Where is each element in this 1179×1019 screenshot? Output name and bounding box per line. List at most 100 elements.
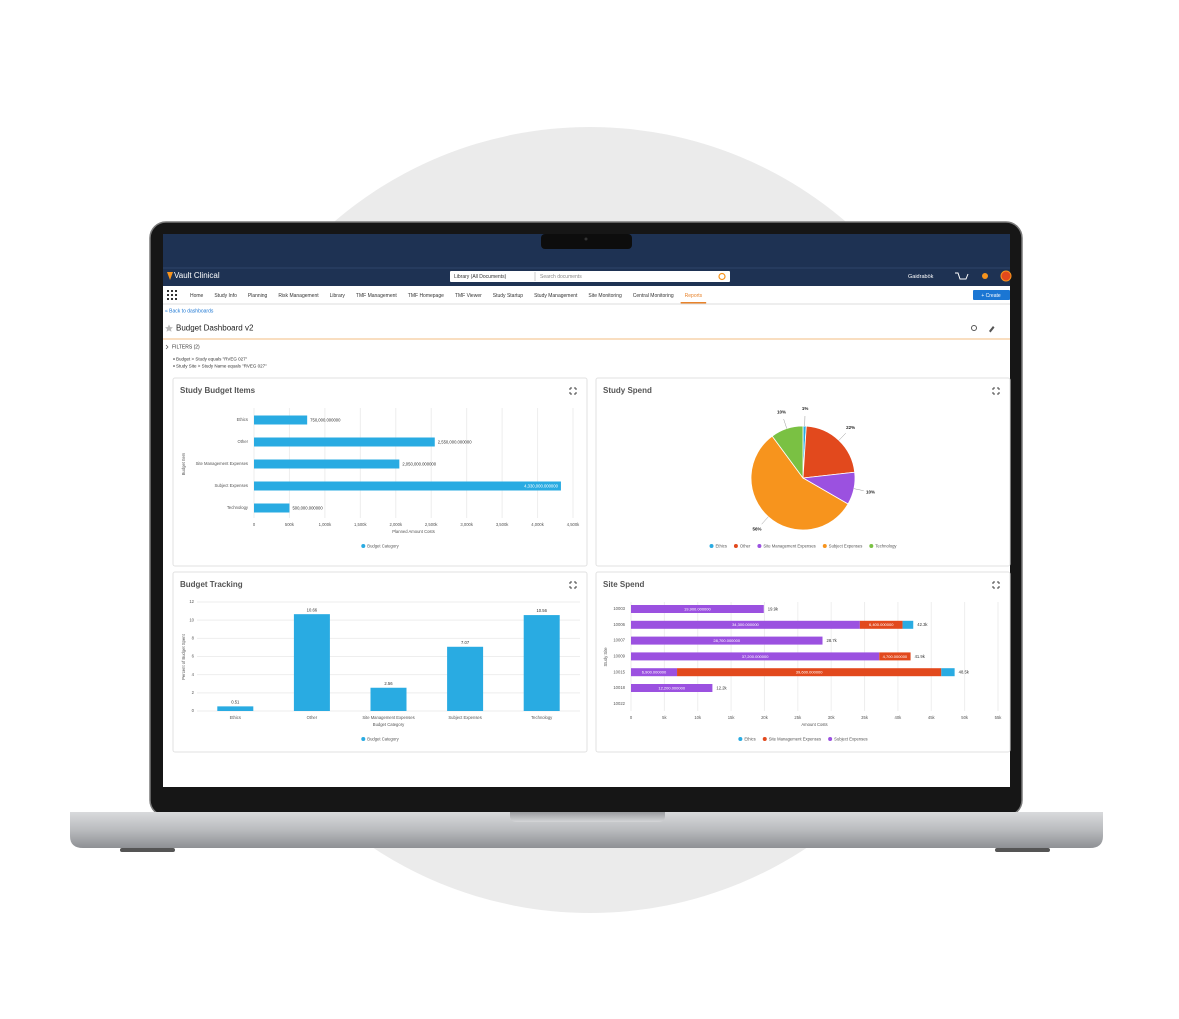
app-launcher[interactable] — [167, 290, 177, 300]
nav-item[interactable]: Planning — [248, 293, 268, 299]
filters-label[interactable]: FILTERS (2) — [172, 344, 200, 350]
nav-item[interactable]: Central Monitoring — [633, 293, 674, 299]
expand-icon[interactable] — [569, 581, 577, 589]
search-box[interactable] — [450, 271, 730, 282]
x-tick-label: 50k — [961, 715, 969, 720]
nav-item[interactable]: Study Startup — [493, 293, 524, 299]
dashboard-title: Budget Dashboard v2 — [176, 324, 254, 333]
refresh-icon[interactable] — [971, 325, 977, 331]
legend-label: Site Management Expenses — [769, 736, 821, 741]
search-icon[interactable] — [718, 272, 726, 281]
bar-segment — [631, 668, 678, 677]
total-label: 12.2k — [716, 685, 727, 690]
total-label: 42.3k — [917, 622, 928, 627]
avatar[interactable] — [1000, 270, 1012, 282]
nav-item[interactable]: Study Info — [214, 293, 237, 299]
bar — [254, 437, 435, 447]
filter: Budget > Study equals "RVEG 027" — [176, 357, 248, 362]
x-tick-label: 4,000k — [531, 522, 544, 527]
nav-item[interactable]: Risk Management — [278, 293, 319, 299]
bar — [254, 481, 561, 491]
filter-bullet — [173, 365, 175, 367]
x-tick-label: 1,000k — [319, 522, 332, 527]
value-label: 0.51 — [231, 699, 240, 704]
nav-item[interactable]: Library — [330, 293, 346, 299]
y-tick-label: 10015 — [613, 669, 625, 674]
bar — [293, 614, 330, 711]
value-label: 6,900.000000 — [642, 670, 667, 675]
bar-segment — [859, 620, 903, 629]
cart-icon[interactable] — [955, 272, 969, 280]
bar-segment — [631, 684, 713, 692]
legend: Ethics Site Management Expenses Subject Ex… — [738, 736, 868, 741]
legend: Budget Category — [361, 736, 400, 741]
laptop-base — [70, 812, 1103, 848]
y-tick-label: 10007 — [613, 638, 625, 643]
x-tick-label: 40k — [895, 715, 903, 720]
filter: Study Site > Study Name equals "RVEG 027… — [176, 364, 267, 369]
legend-label: Budget Category — [367, 736, 399, 741]
bar-segment — [631, 636, 823, 645]
bar-segment — [879, 652, 911, 661]
y-tick-label: 6 — [192, 654, 195, 659]
x-axis-label: Budget Category — [373, 722, 405, 727]
notification-icon[interactable] — [982, 273, 988, 279]
x-tick-label: 2,500k — [425, 522, 438, 527]
legend-swatch — [738, 737, 743, 741]
back-link[interactable]: « Back to dashboards — [165, 308, 214, 314]
filter-bullet — [173, 358, 175, 360]
legend-label: Site Management Expenses — [763, 543, 815, 548]
total-label: 19.9k — [768, 606, 779, 611]
nav-item[interactable]: TMF Management — [356, 293, 397, 299]
legend-swatch — [361, 544, 366, 548]
legend-swatch — [709, 544, 714, 548]
x-tick-label: 0 — [253, 522, 256, 527]
y-axis-label: Study Site — [603, 647, 608, 667]
legend-swatch — [828, 737, 833, 741]
x-tick-label: Other — [307, 715, 318, 720]
nav-active-underline — [680, 302, 707, 304]
value-label: 1% — [802, 406, 809, 411]
y-tick-label: 0 — [192, 708, 195, 713]
user-menu[interactable]: Gaidrabök — [908, 274, 934, 280]
value-label: 10% — [777, 410, 786, 415]
legend-label: Subject Expenses — [834, 736, 868, 741]
bar-segment — [902, 620, 914, 629]
y-tick-label: 10003 — [613, 606, 625, 611]
bezel-bottom — [163, 787, 1010, 812]
x-tick-label: 4,500k — [567, 522, 580, 527]
nav-item[interactable]: Study Management — [534, 293, 578, 299]
legend-label: Subject Expenses — [829, 543, 863, 548]
x-axis-label: Amount Costs — [801, 722, 827, 727]
favorite-star[interactable] — [165, 324, 173, 332]
camera — [584, 237, 588, 241]
nav-item[interactable]: Reports — [685, 293, 703, 299]
nav-item[interactable]: Site Monitoring — [588, 293, 622, 299]
create-button[interactable] — [973, 290, 1010, 300]
nav-item[interactable]: TMF Viewer — [455, 293, 482, 299]
x-axis-label: Planned Amount Costs — [392, 529, 435, 534]
y-axis-label: Budget Item — [181, 452, 186, 475]
total-label: 48.5k — [959, 670, 970, 675]
legend: Budget Category — [361, 543, 400, 548]
y-axis-label: Percent of Budget Spent — [181, 633, 186, 679]
nav-item[interactable]: Home — [190, 293, 204, 299]
x-tick-label: Subject Expenses — [448, 715, 482, 720]
y-tick-label: 12 — [189, 599, 194, 604]
expand-icon[interactable] — [992, 581, 1000, 589]
x-tick-label: 25k — [794, 715, 802, 720]
legend-swatch — [361, 737, 366, 741]
search-placeholder[interactable]: Search documents — [540, 274, 582, 280]
y-tick-label: 10 — [189, 617, 194, 622]
edit-icon[interactable] — [989, 326, 995, 333]
y-tick-label: Site Management Expenses — [196, 461, 248, 466]
filters-toggle[interactable] — [165, 344, 169, 350]
x-tick-label: Ethics — [230, 715, 241, 720]
create-label[interactable]: + Create — [981, 293, 1001, 299]
library-select[interactable]: Library (All Documents) — [454, 274, 507, 280]
expand-icon[interactable] — [992, 387, 1000, 395]
expand-icon[interactable] — [569, 387, 577, 395]
nav-item[interactable]: TMF Homepage — [408, 293, 444, 299]
leader-line — [761, 516, 769, 525]
y-tick-label: 10022 — [613, 701, 625, 706]
